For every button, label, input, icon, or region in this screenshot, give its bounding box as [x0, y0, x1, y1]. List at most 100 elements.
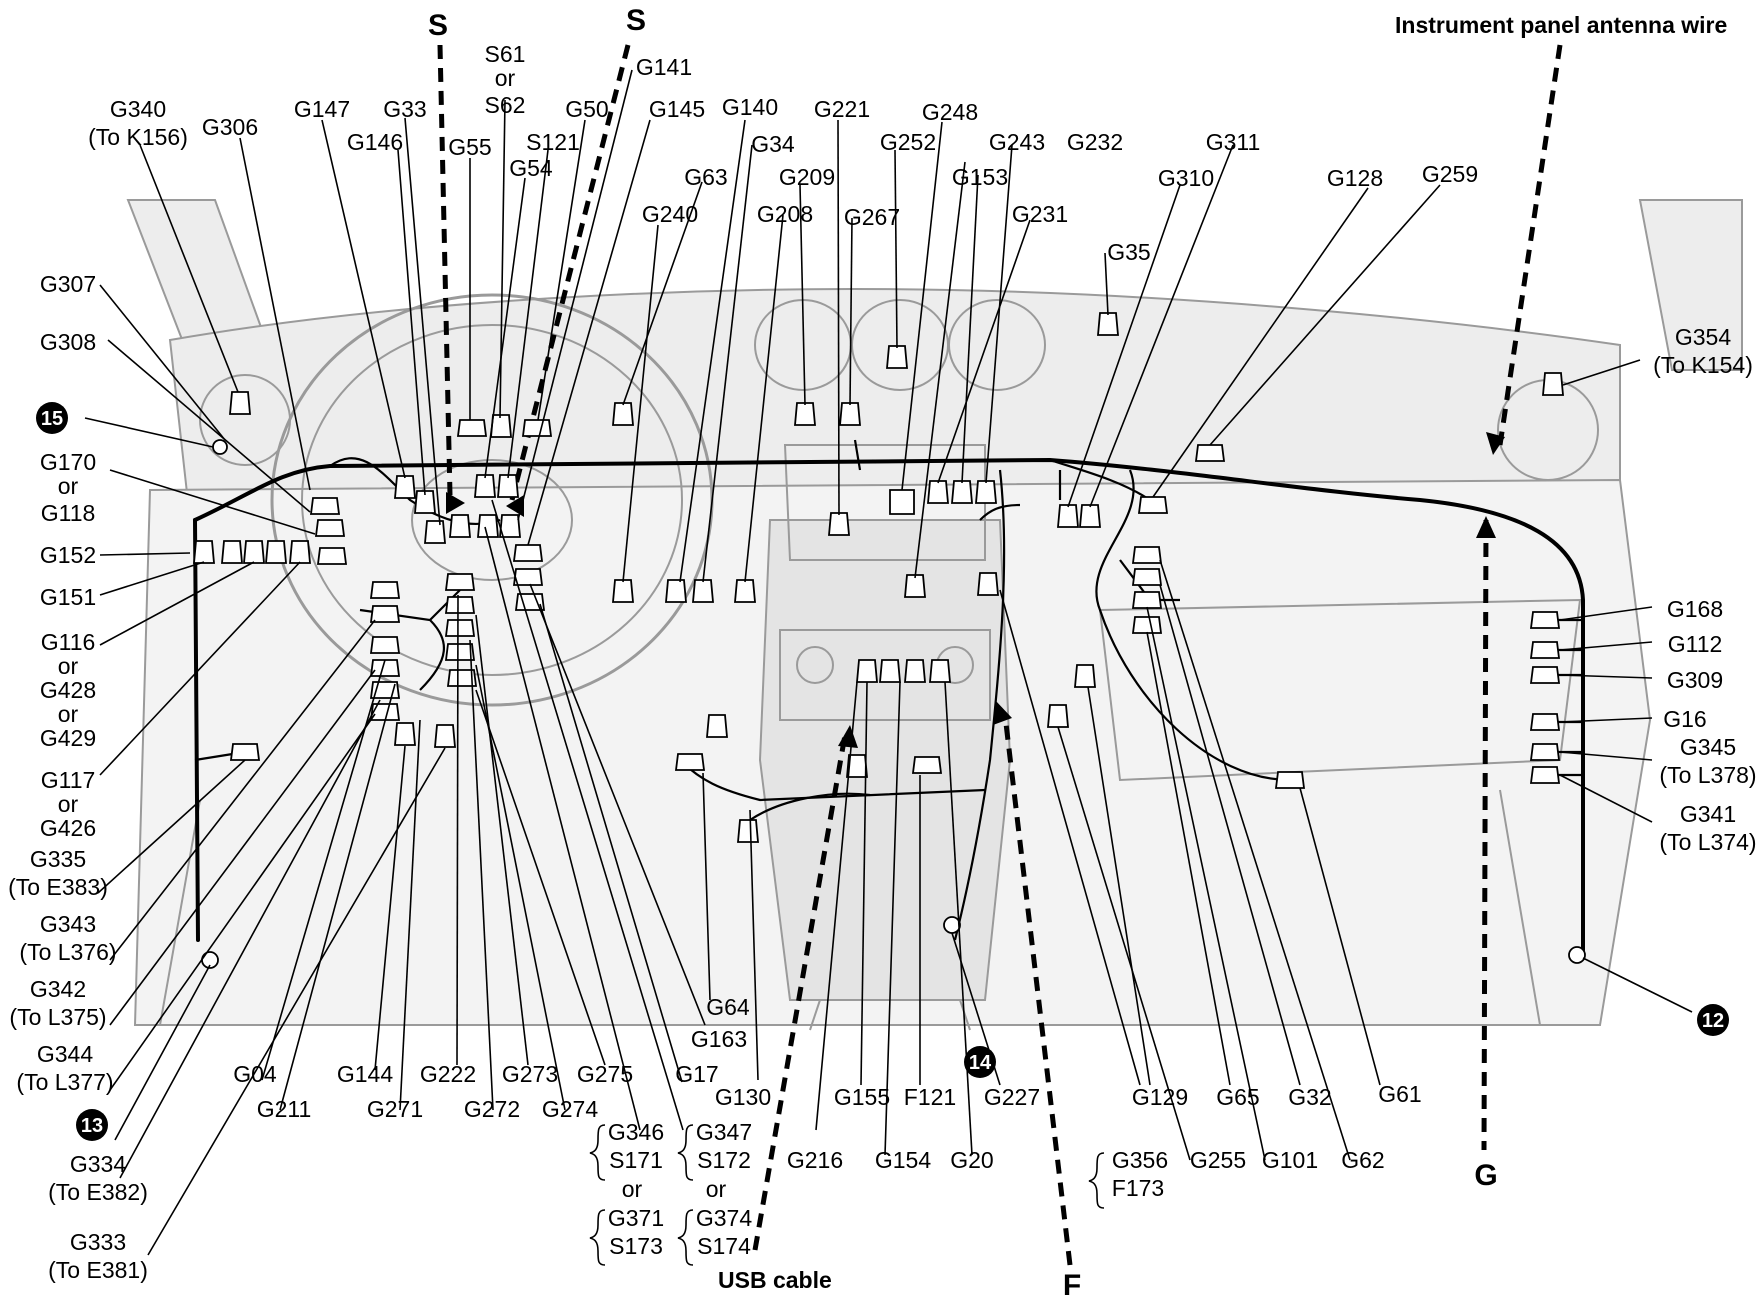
- main-harness: [193, 439, 1585, 952]
- label-g255: G255: [1190, 1147, 1246, 1173]
- label-s61: S61: [485, 41, 526, 67]
- connector: [1529, 743, 1561, 761]
- label-g17: G17: [675, 1061, 718, 1087]
- label-g32: G32: [1288, 1084, 1331, 1110]
- label-to-l377: (To L377): [16, 1069, 113, 1095]
- label-g04: G04: [233, 1061, 277, 1087]
- label-g146: G146: [347, 129, 403, 155]
- label-g33: G33: [383, 96, 426, 122]
- connector: [369, 636, 401, 654]
- connector: [444, 573, 476, 591]
- label-g155: G155: [834, 1084, 890, 1110]
- label-g16: G16: [1663, 706, 1706, 732]
- connector: [289, 540, 311, 564]
- label-or-g346: or: [622, 1176, 643, 1202]
- marker-s-right: S: [626, 4, 646, 37]
- marker-s-left: S: [428, 9, 448, 42]
- label-g168: G168: [1667, 596, 1723, 622]
- label-g428: G428: [40, 677, 96, 703]
- label-g340: G340: [110, 96, 166, 122]
- connector: [904, 574, 926, 598]
- connector: [229, 391, 251, 415]
- label-g116: G116: [41, 629, 96, 655]
- label-or-g116a: or: [58, 653, 79, 679]
- label-g345: G345: [1680, 734, 1736, 760]
- label-g232: G232: [1067, 129, 1123, 155]
- connector: [394, 475, 416, 499]
- badge-12: 12: [1697, 1004, 1729, 1036]
- ground-eyelet: [212, 439, 228, 455]
- connector: [1529, 641, 1561, 659]
- label-g63: G63: [684, 164, 727, 190]
- label-g144: G144: [337, 1061, 393, 1087]
- connector: [497, 474, 519, 498]
- label-g344: G344: [37, 1041, 93, 1067]
- label-g374: G374: [696, 1205, 752, 1231]
- label-g216: G216: [787, 1147, 843, 1173]
- connector: [444, 596, 476, 614]
- label-g61: G61: [1378, 1081, 1421, 1107]
- label-g252: G252: [880, 129, 936, 155]
- connector: [512, 544, 544, 562]
- label-g170: G170: [40, 449, 96, 475]
- connector: [737, 819, 759, 843]
- connector: [1097, 312, 1119, 336]
- label-g154: G154: [875, 1147, 931, 1173]
- connector: [512, 568, 544, 586]
- label-g307: G307: [40, 271, 96, 297]
- connector: [1131, 568, 1163, 586]
- connector: [665, 579, 687, 603]
- label-g259: G259: [1422, 161, 1478, 187]
- label-to-k154: (To K154): [1653, 352, 1753, 378]
- marker-f: F: [1063, 1269, 1081, 1302]
- ground-eyelet: [943, 916, 961, 934]
- connector: [316, 547, 348, 565]
- label-g354: G354: [1675, 324, 1731, 350]
- label-g346: G346: [608, 1119, 664, 1145]
- connector: [794, 402, 816, 426]
- connector: [314, 519, 346, 537]
- connector: [975, 480, 997, 504]
- connector: [612, 579, 634, 603]
- connector: [243, 540, 265, 564]
- connector: [265, 540, 287, 564]
- label-g128: G128: [1327, 165, 1383, 191]
- svg-text:13: 13: [81, 1115, 103, 1137]
- label-g273: G273: [502, 1061, 558, 1087]
- connector: [674, 753, 706, 771]
- connector: [886, 345, 908, 369]
- connector: [1194, 444, 1226, 462]
- connector-symbols: [193, 312, 1586, 969]
- connector: [1529, 766, 1561, 784]
- connector: [846, 754, 868, 778]
- connector: [951, 480, 973, 504]
- connector: [229, 743, 261, 761]
- label-s62: S62: [485, 92, 526, 118]
- connector: [193, 540, 215, 564]
- badge-15: 15: [36, 402, 68, 434]
- label-g129: G129: [1132, 1084, 1188, 1110]
- label-g112: G112: [1668, 631, 1723, 657]
- connector: [706, 714, 728, 738]
- label-g130: G130: [715, 1084, 771, 1110]
- connector: [1079, 504, 1101, 528]
- badge-13: 13: [76, 1109, 108, 1141]
- label-or-g347: or: [706, 1176, 727, 1202]
- label-g163: G163: [691, 1026, 747, 1052]
- connector: [1542, 372, 1564, 396]
- label-g64: G64: [706, 994, 750, 1020]
- label-g145: G145: [649, 96, 705, 122]
- label-g34: G34: [751, 131, 795, 157]
- label-g333: G333: [70, 1229, 126, 1255]
- label-to-e382: (To E382): [48, 1179, 148, 1205]
- label-g335: G335: [30, 846, 86, 872]
- label-g227: G227: [984, 1084, 1040, 1110]
- ground-eyelet: [1568, 946, 1586, 964]
- connector: [904, 659, 926, 683]
- badge-14: 14: [964, 1046, 996, 1078]
- connector: [929, 659, 951, 683]
- svg-text:12: 12: [1702, 1010, 1724, 1032]
- label-or-g116b: or: [58, 701, 79, 727]
- connector-labels: G340 (To K156) G306 G147 G33 G146 G55 S6…: [8, 41, 1756, 1283]
